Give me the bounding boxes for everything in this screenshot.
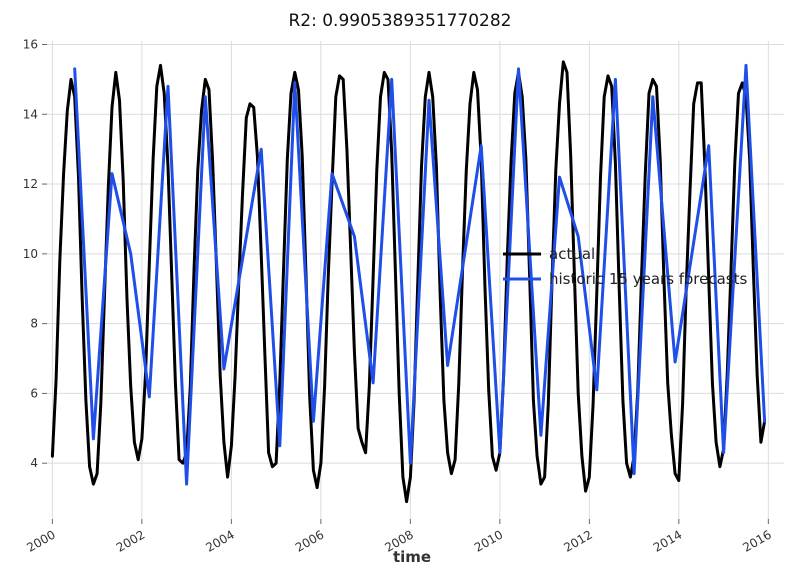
x-tick-label: 2010 (472, 527, 505, 554)
series-line-actual (50, 60, 767, 504)
series-lines (50, 60, 767, 504)
x-tick-label: 2016 (740, 527, 773, 554)
chart-title: R2: 0.9905389351770282 (288, 11, 511, 31)
y-tick-label: 10 (23, 247, 38, 261)
legend-label-forecast: historic 15 years forecasts (549, 270, 747, 288)
legend: actual historic 15 years forecasts (503, 245, 747, 288)
x-tick-label: 2012 (561, 527, 594, 554)
x-tick-label: 2000 (24, 527, 57, 554)
y-tick-label: 16 (23, 37, 38, 51)
x-tick-label: 2002 (114, 527, 147, 554)
y-tick-label: 6 (30, 386, 38, 400)
legend-label-actual: actual (549, 245, 595, 263)
y-tick-label: 12 (23, 177, 38, 191)
x-tick-label: 2004 (203, 527, 236, 554)
y-tick-label: 8 (30, 317, 38, 331)
y-tick-label: 4 (30, 456, 38, 470)
y-tick-label: 14 (23, 107, 38, 121)
series-line-forecast (73, 63, 767, 486)
x-axis-label: time (393, 548, 431, 566)
x-tick-label: 2006 (293, 527, 326, 554)
x-tick-label: 2014 (651, 527, 684, 554)
